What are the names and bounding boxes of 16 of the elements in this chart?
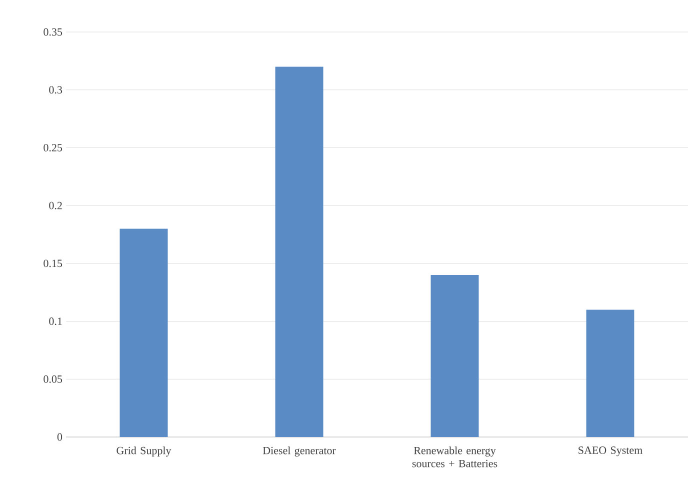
- y-tick-label: 0.25: [44, 144, 62, 152]
- bar: [120, 228, 168, 437]
- y-tick-label: 0.2: [49, 202, 62, 210]
- bar: [275, 66, 324, 437]
- x-tick-label: Diesel generator: [262, 446, 336, 457]
- bar: [430, 275, 479, 437]
- y-tick-label: 0.35: [44, 28, 62, 36]
- x-tick-label: SAEO System: [578, 446, 642, 456]
- y-tick-label: 0: [57, 433, 62, 441]
- y-tick-label: 0.05: [44, 375, 62, 383]
- y-tick-label: 0.1: [49, 318, 62, 326]
- x-tick-label: Renewable energy sources + Batteries: [412, 446, 498, 468]
- y-tick-label: 0.15: [44, 260, 62, 268]
- x-tick-label: Grid Supply: [116, 446, 172, 457]
- y-tick-label: 0.3: [49, 86, 62, 94]
- bar: [586, 310, 634, 437]
